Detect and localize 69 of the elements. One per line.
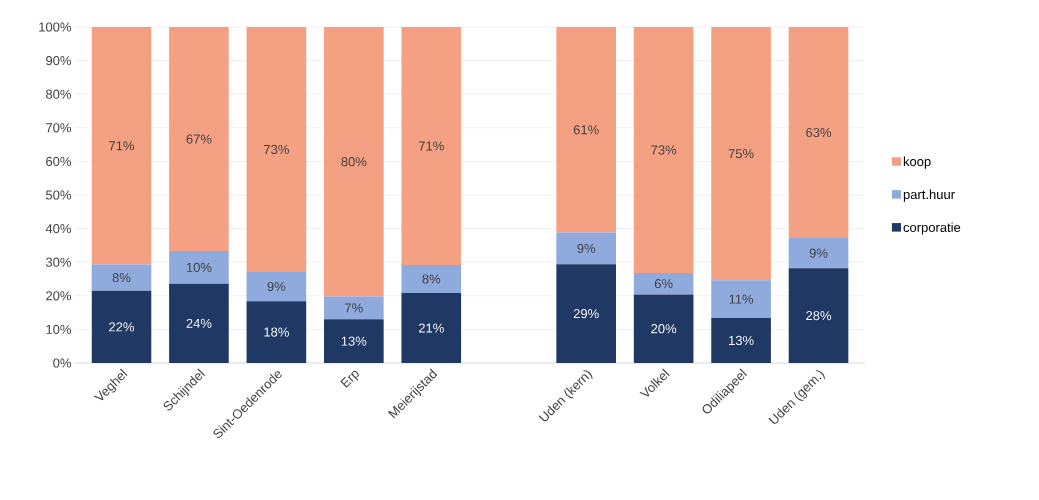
y-tick-label: 90% bbox=[46, 55, 72, 66]
bar bbox=[169, 251, 229, 284]
y-tick-label: 50% bbox=[45, 190, 72, 200]
y-tick-label: 30% bbox=[45, 257, 72, 267]
data-label: 61% bbox=[573, 125, 599, 135]
bar bbox=[91, 26, 152, 265]
data-label: 63% bbox=[806, 127, 832, 138]
data-label: 8% bbox=[422, 274, 441, 284]
bar bbox=[401, 264, 462, 294]
data-label: 22% bbox=[109, 322, 135, 332]
bar bbox=[401, 293, 462, 363]
y-tick-label: 80% bbox=[46, 89, 72, 99]
data-label: 29% bbox=[573, 308, 599, 319]
y-tick-label: 70% bbox=[46, 123, 72, 133]
bar bbox=[324, 296, 384, 320]
bar bbox=[711, 317, 771, 363]
bar bbox=[169, 283, 229, 363]
data-label: 9% bbox=[577, 243, 596, 254]
y-tick-label: 20% bbox=[46, 291, 72, 301]
data-label: 80% bbox=[341, 157, 367, 167]
bar bbox=[169, 26, 229, 252]
data-label: 10% bbox=[186, 262, 212, 272]
y-tick-label: 100% bbox=[39, 22, 72, 32]
data-label: 20% bbox=[651, 324, 677, 334]
bar bbox=[633, 272, 694, 295]
bar bbox=[324, 319, 384, 363]
bar bbox=[556, 26, 616, 233]
bar bbox=[788, 26, 849, 238]
x-tick-label: Erp bbox=[340, 370, 359, 388]
data-label: 7% bbox=[345, 303, 363, 313]
data-label: 67% bbox=[186, 134, 212, 144]
legend-label: corporatie bbox=[903, 222, 961, 235]
legend-label: part.huur bbox=[903, 189, 955, 202]
data-label: 71% bbox=[109, 141, 135, 151]
y-tick-label: 0% bbox=[53, 358, 72, 368]
bar bbox=[633, 294, 694, 363]
data-label: 13% bbox=[341, 336, 367, 346]
data-label: 6% bbox=[654, 279, 673, 289]
bar bbox=[711, 280, 771, 318]
data-label: 21% bbox=[418, 323, 444, 333]
bar bbox=[246, 26, 307, 272]
y-tick-label: 40% bbox=[45, 223, 72, 234]
bar bbox=[91, 290, 152, 363]
data-label: 28% bbox=[806, 311, 832, 321]
data-label: 73% bbox=[264, 144, 289, 155]
bar bbox=[556, 232, 616, 265]
data-label: 9% bbox=[267, 281, 286, 292]
bar bbox=[556, 264, 616, 363]
data-label: 11% bbox=[729, 294, 754, 304]
bar bbox=[788, 238, 849, 269]
data-label: 8% bbox=[112, 273, 131, 283]
y-tick-label: 10% bbox=[46, 324, 72, 334]
bar bbox=[246, 301, 307, 363]
y-tick-label: 60% bbox=[46, 156, 72, 166]
data-label: 71% bbox=[418, 141, 444, 151]
data-label: 9% bbox=[809, 248, 828, 258]
data-label: 24% bbox=[186, 318, 212, 328]
data-label: 75% bbox=[728, 149, 754, 159]
data-label: 13% bbox=[729, 335, 754, 346]
bar bbox=[91, 264, 152, 291]
data-label: 18% bbox=[264, 327, 289, 337]
bar bbox=[633, 26, 694, 273]
bar bbox=[788, 268, 849, 363]
legend-label: koop bbox=[903, 156, 931, 169]
bar bbox=[246, 271, 307, 302]
bar bbox=[711, 26, 771, 281]
data-label: 73% bbox=[651, 145, 677, 155]
bar bbox=[324, 26, 384, 297]
bar bbox=[401, 26, 462, 265]
